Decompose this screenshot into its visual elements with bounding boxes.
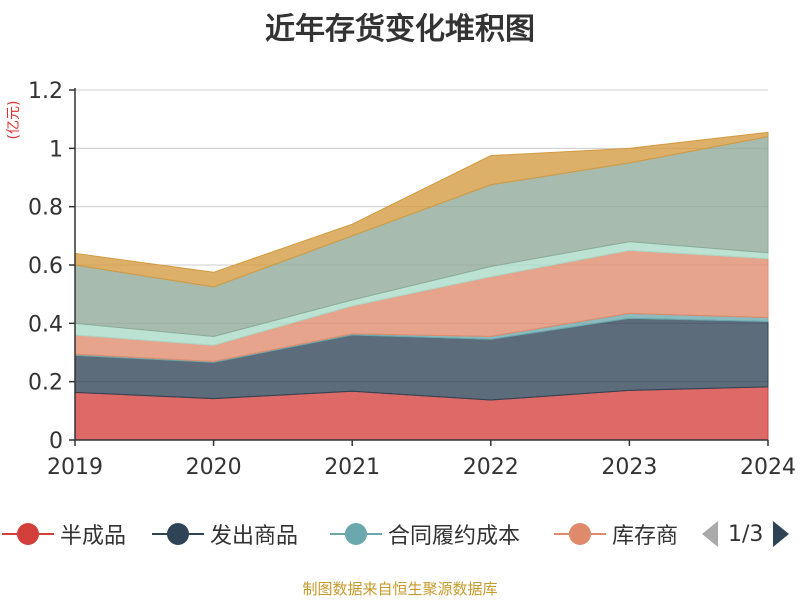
y-tick-label-1: 0.2 bbox=[28, 371, 63, 396]
legend-label-1: 半成品 bbox=[60, 524, 127, 549]
x-tick-label-2019: 2019 bbox=[47, 455, 103, 480]
x-tick-label-2023: 2023 bbox=[601, 455, 657, 480]
y-tick-label-0: 0 bbox=[49, 429, 63, 454]
legend-pager: 1/3 bbox=[700, 514, 791, 554]
legend-item-1[interactable]: 半成品 bbox=[2, 514, 126, 554]
area-series-7 bbox=[74, 131, 769, 288]
x-tick-label-2021: 2021 bbox=[324, 455, 380, 480]
legend-label-4: 库存商 bbox=[612, 524, 679, 549]
legend-item-4[interactable]: 库存商 bbox=[554, 514, 682, 554]
legend-label-2: 发出商品 bbox=[210, 524, 299, 549]
x-tick-label-2024: 2024 bbox=[740, 455, 796, 480]
y-tick-label-3: 0.6 bbox=[28, 254, 63, 279]
chart-title: 近年存货变化堆积图 bbox=[265, 12, 535, 47]
y-tick-label-2: 0.4 bbox=[28, 312, 63, 337]
legend: 半成品 发出商品 合同履约成本 库存商 1/3 bbox=[0, 514, 800, 554]
legend-swatch-3 bbox=[330, 523, 382, 545]
legend-swatch-4 bbox=[554, 523, 606, 545]
y-tick-label-6: 1.2 bbox=[28, 79, 63, 104]
y-tick-label-4: 0.8 bbox=[28, 196, 63, 221]
legend-swatch-1 bbox=[2, 523, 54, 545]
legend-item-2[interactable]: 发出商品 bbox=[152, 514, 298, 554]
x-tick-label-2022: 2022 bbox=[463, 455, 519, 480]
legend-prev-icon[interactable] bbox=[700, 519, 720, 549]
data-source-note: 制图数据来自恒生聚源数据库 bbox=[302, 580, 498, 598]
y-tick-label-5: 1 bbox=[49, 137, 63, 162]
legend-swatch-2 bbox=[152, 523, 204, 545]
x-tick-label-2020: 2020 bbox=[186, 455, 242, 480]
legend-item-3[interactable]: 合同履约成本 bbox=[330, 514, 520, 554]
legend-label-3: 合同履约成本 bbox=[388, 524, 521, 549]
legend-next-icon[interactable] bbox=[771, 519, 791, 549]
legend-page-text: 1/3 bbox=[728, 521, 764, 547]
